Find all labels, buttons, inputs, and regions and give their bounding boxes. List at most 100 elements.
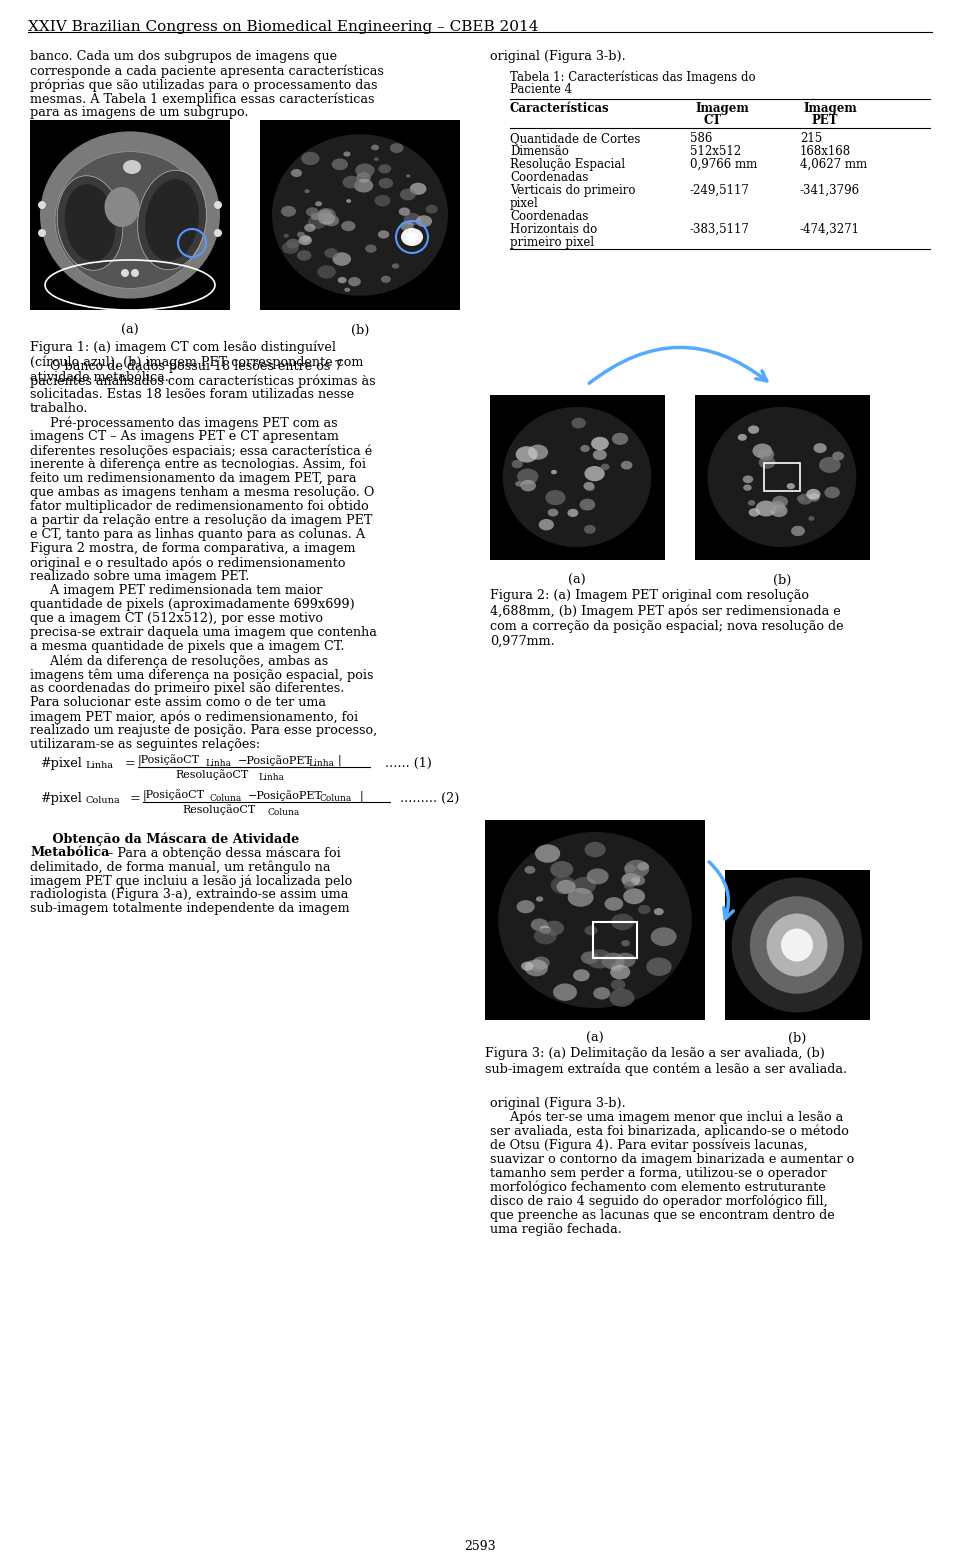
Ellipse shape bbox=[137, 171, 206, 270]
Ellipse shape bbox=[372, 145, 379, 151]
Ellipse shape bbox=[732, 878, 862, 1013]
Text: Figura 2: (a) Imagem PET original com resolução
4,688mm, (b) Imagem PET após ser: Figura 2: (a) Imagem PET original com re… bbox=[490, 589, 844, 648]
Text: imagens CT – As imagens PET e CT apresentam: imagens CT – As imagens PET e CT apresen… bbox=[30, 430, 339, 443]
Ellipse shape bbox=[772, 496, 788, 508]
FancyArrowPatch shape bbox=[589, 348, 767, 384]
Ellipse shape bbox=[770, 500, 785, 513]
Ellipse shape bbox=[580, 499, 595, 511]
Ellipse shape bbox=[64, 185, 115, 261]
Text: radiologista (Figura 3-a), extraindo-se assim uma: radiologista (Figura 3-a), extraindo-se … bbox=[30, 887, 348, 901]
Ellipse shape bbox=[637, 862, 649, 870]
Text: Linha: Linha bbox=[85, 761, 113, 769]
Ellipse shape bbox=[625, 864, 636, 872]
Ellipse shape bbox=[425, 205, 438, 213]
Circle shape bbox=[131, 269, 139, 277]
Text: #pixel: #pixel bbox=[40, 757, 82, 769]
Ellipse shape bbox=[593, 987, 611, 999]
Ellipse shape bbox=[521, 962, 534, 971]
Text: Figura 3: (a) Delimitação da lesão a ser avaliada, (b)
sub-imagem extraída que c: Figura 3: (a) Delimitação da lesão a ser… bbox=[485, 1047, 847, 1075]
Ellipse shape bbox=[743, 485, 752, 491]
Ellipse shape bbox=[401, 228, 423, 246]
Ellipse shape bbox=[539, 519, 554, 530]
Ellipse shape bbox=[347, 199, 351, 202]
Text: corresponde a cada paciente apresenta características: corresponde a cada paciente apresenta ca… bbox=[30, 64, 384, 78]
Text: Imagem: Imagem bbox=[803, 103, 856, 115]
Text: original (Figura 3-b).: original (Figura 3-b). bbox=[490, 1097, 626, 1110]
Ellipse shape bbox=[531, 918, 548, 931]
Ellipse shape bbox=[348, 277, 361, 286]
Text: -474,3271: -474,3271 bbox=[800, 224, 860, 236]
Ellipse shape bbox=[623, 889, 645, 904]
Ellipse shape bbox=[281, 205, 296, 218]
Ellipse shape bbox=[756, 500, 777, 516]
Text: Coluna: Coluna bbox=[85, 796, 120, 805]
Text: original (Figura 3-b).: original (Figura 3-b). bbox=[490, 50, 626, 64]
Ellipse shape bbox=[301, 152, 320, 165]
Ellipse shape bbox=[516, 446, 538, 463]
Ellipse shape bbox=[605, 897, 623, 911]
Ellipse shape bbox=[567, 887, 593, 908]
Ellipse shape bbox=[338, 277, 347, 283]
Ellipse shape bbox=[743, 476, 754, 483]
Text: disco de raio 4 seguido do operador morfológico fill,: disco de raio 4 seguido do operador morf… bbox=[490, 1195, 828, 1209]
Text: Horizontais do: Horizontais do bbox=[510, 224, 597, 236]
Text: (a): (a) bbox=[568, 573, 586, 587]
Text: 2593: 2593 bbox=[465, 1540, 495, 1552]
Text: trabalho.: trabalho. bbox=[30, 402, 88, 415]
Text: Além da diferença de resoluções, ambas as: Além da diferença de resoluções, ambas a… bbox=[30, 654, 328, 668]
Text: morfológico fechamento com elemento estruturante: morfológico fechamento com elemento estr… bbox=[490, 1181, 826, 1195]
Ellipse shape bbox=[534, 928, 557, 945]
Ellipse shape bbox=[585, 842, 606, 858]
Text: 586: 586 bbox=[690, 132, 712, 145]
Ellipse shape bbox=[535, 844, 561, 862]
Text: Coordenadas: Coordenadas bbox=[510, 171, 588, 183]
Ellipse shape bbox=[587, 869, 609, 884]
Text: a mesma quantidade de pixels que a imagem CT.: a mesma quantidade de pixels que a image… bbox=[30, 640, 345, 653]
Text: ...... (1): ...... (1) bbox=[385, 757, 432, 769]
Ellipse shape bbox=[318, 210, 333, 221]
Text: precisa-se extrair daquela uma imagem que contenha: precisa-se extrair daquela uma imagem qu… bbox=[30, 626, 377, 639]
Text: sub-imagem totalmente independente da imagem: sub-imagem totalmente independente da im… bbox=[30, 901, 349, 915]
Ellipse shape bbox=[631, 875, 645, 886]
Ellipse shape bbox=[272, 134, 448, 295]
Ellipse shape bbox=[516, 900, 535, 914]
Text: |PosiçãoCT: |PosiçãoCT bbox=[138, 755, 200, 768]
Ellipse shape bbox=[317, 208, 336, 222]
Ellipse shape bbox=[553, 984, 577, 1001]
Ellipse shape bbox=[624, 881, 635, 889]
Ellipse shape bbox=[638, 904, 651, 914]
Ellipse shape bbox=[808, 516, 814, 521]
Text: -341,3796: -341,3796 bbox=[800, 183, 860, 197]
Ellipse shape bbox=[498, 831, 692, 1009]
Ellipse shape bbox=[324, 214, 339, 227]
Ellipse shape bbox=[524, 866, 536, 873]
Ellipse shape bbox=[406, 174, 411, 177]
Ellipse shape bbox=[399, 188, 416, 200]
Text: Dimensão: Dimensão bbox=[510, 145, 569, 159]
Text: próprias que são utilizadas para o processamento das: próprias que são utilizadas para o proce… bbox=[30, 78, 377, 92]
Text: Resolução Espacial: Resolução Espacial bbox=[510, 159, 625, 171]
Text: -383,5117: -383,5117 bbox=[690, 224, 750, 236]
Ellipse shape bbox=[318, 213, 335, 225]
Text: Tabela 1: Características das Imagens do: Tabela 1: Características das Imagens do bbox=[510, 70, 756, 84]
Ellipse shape bbox=[410, 183, 426, 194]
Ellipse shape bbox=[355, 163, 374, 177]
Ellipse shape bbox=[601, 463, 610, 471]
Ellipse shape bbox=[304, 224, 316, 232]
Ellipse shape bbox=[621, 940, 630, 946]
Text: que a imagem CT (512x512), por esse motivo: que a imagem CT (512x512), por esse moti… bbox=[30, 612, 323, 625]
Ellipse shape bbox=[781, 928, 813, 962]
Text: Coluna: Coluna bbox=[268, 808, 300, 817]
Ellipse shape bbox=[297, 232, 305, 238]
Text: |: | bbox=[360, 789, 364, 802]
Ellipse shape bbox=[282, 241, 299, 253]
Ellipse shape bbox=[545, 490, 565, 505]
Text: 512x512: 512x512 bbox=[690, 145, 741, 159]
Text: #pixel: #pixel bbox=[40, 793, 82, 805]
Ellipse shape bbox=[503, 407, 652, 547]
Text: Pré-processamento das imagens PET com as: Pré-processamento das imagens PET com as bbox=[30, 416, 338, 429]
Ellipse shape bbox=[621, 873, 640, 887]
Text: =: = bbox=[130, 793, 141, 805]
Bar bbox=[593, 922, 637, 957]
Ellipse shape bbox=[324, 249, 338, 258]
